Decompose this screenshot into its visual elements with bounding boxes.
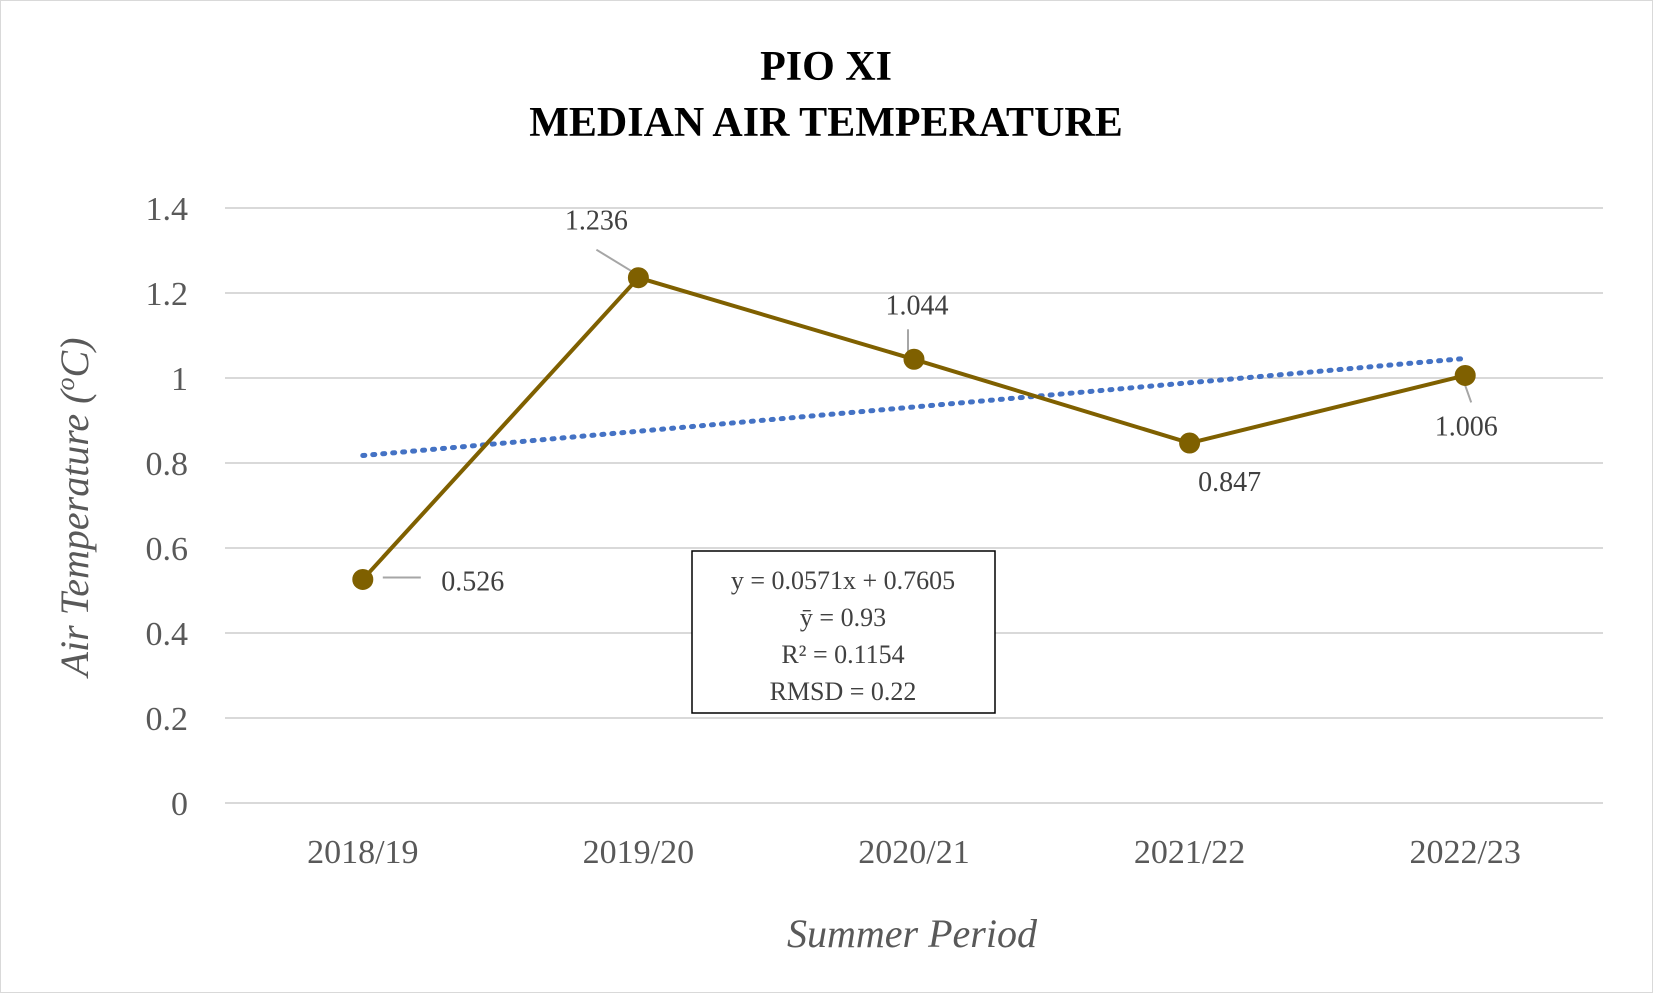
x-axis-title: Summer Period: [787, 911, 1038, 956]
y-tick-label: 0.4: [146, 616, 189, 653]
data-point-marker: [1454, 364, 1476, 386]
data-markers: [352, 267, 1476, 590]
y-tick-label: 1.4: [146, 191, 189, 228]
data-label-leader: [595, 248, 633, 273]
y-axis-title-main: Air Temperature (: [52, 388, 97, 680]
stats-rmsd: RMSD = 0.22: [770, 677, 917, 706]
y-tick-label: 1.2: [146, 276, 189, 313]
gridlines: [225, 207, 1603, 804]
chart-title: PIO XI: [760, 44, 892, 90]
data-label: 0.847: [1198, 467, 1261, 498]
x-tick-label: 2022/23: [1409, 834, 1520, 871]
x-axis-ticks: 2018/19 2019/20 2020/21 2021/22 2022/23: [307, 834, 1521, 871]
y-tick-label: 0: [171, 786, 188, 823]
y-axis-title: Air Temperature (oC): [51, 338, 97, 680]
regression-stats-box: y = 0.0571x + 0.7605 ȳ = 0.93 R² = 0.115…: [691, 550, 996, 714]
data-point-marker: [352, 568, 374, 590]
data-label: 1.236: [565, 206, 628, 237]
x-tick-label: 2019/20: [583, 834, 694, 871]
stats-mean: ȳ = 0.93: [800, 603, 886, 632]
data-label: 0.526: [441, 566, 504, 597]
linear-trendline: [360, 355, 1468, 459]
series-line: [361, 275, 1466, 581]
data-label: 1.006: [1435, 411, 1498, 442]
x-tick-label: 2018/19: [307, 834, 418, 871]
chart-subtitle: MEDIAN AIR TEMPERATURE: [529, 100, 1123, 146]
x-tick-label: 2021/22: [1134, 834, 1245, 871]
x-tick-label: 2020/21: [858, 834, 969, 871]
stats-r-squared: R² = 0.1154: [781, 640, 904, 669]
y-tick-label: 0.2: [146, 701, 189, 738]
y-tick-label: 1: [171, 361, 188, 398]
data-point-marker: [627, 267, 649, 289]
data-label: 1.044: [886, 290, 949, 321]
y-axis-ticks: 0 0.2 0.4 0.6 0.8 1 1.2 1.4: [146, 191, 189, 823]
y-tick-label: 0.6: [146, 531, 189, 568]
data-label-leaders: [382, 248, 1473, 579]
y-axis-title-end: C): [52, 338, 97, 378]
stats-box-border: [691, 550, 996, 714]
data-label-leader: [1464, 385, 1473, 403]
y-axis-title-sup: o: [51, 378, 80, 391]
data-point-marker: [903, 348, 925, 370]
y-tick-label: 0.8: [146, 446, 189, 483]
data-point-marker: [1179, 432, 1201, 454]
stats-equation: y = 0.0571x + 0.7605: [731, 566, 955, 595]
data-labels: 0.526 1.236 1.044 0.847 1.006: [441, 206, 1497, 598]
